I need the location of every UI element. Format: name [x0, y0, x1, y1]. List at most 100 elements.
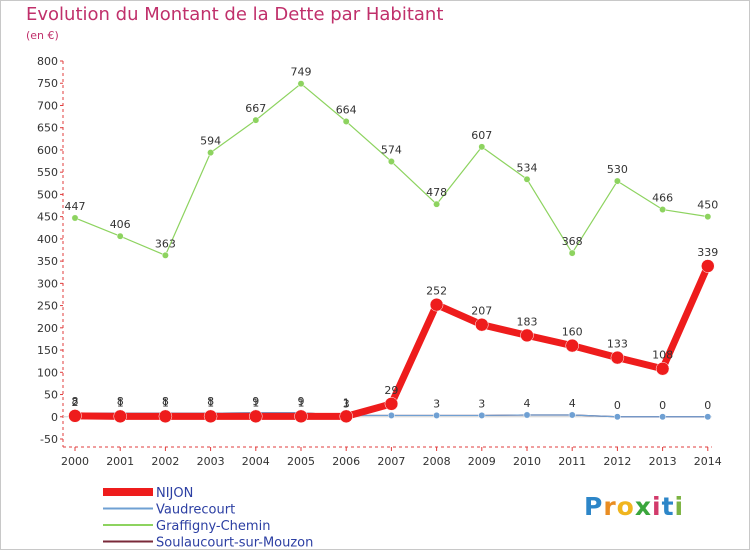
data-point [384, 397, 399, 411]
data-point [158, 409, 173, 424]
data-point [342, 118, 350, 125]
data-point [429, 297, 444, 312]
logo-letter: r [603, 492, 617, 521]
y-tick-label: 100 [37, 366, 58, 379]
y-tick-label: 750 [37, 77, 58, 90]
logo-letter: i [674, 492, 685, 521]
legend-label: Soulaucourt-sur-Mouzon [156, 536, 313, 550]
x-tick-label: 2010 [513, 455, 541, 468]
logo-letter: i [652, 492, 662, 521]
data-label: 530 [607, 163, 628, 176]
data-label: 363 [155, 237, 176, 250]
x-tick-label: 2014 [694, 455, 722, 468]
data-label: 667 [245, 102, 266, 115]
data-label: 1 [252, 396, 259, 409]
data-point [704, 413, 712, 421]
y-tick-label: 550 [37, 166, 58, 179]
data-point [655, 361, 670, 376]
legend-label: NIJON [156, 486, 193, 501]
data-point [71, 214, 79, 222]
data-label: 133 [607, 338, 628, 351]
data-label: 1 [162, 396, 169, 409]
data-label: 3 [343, 397, 350, 410]
data-point [568, 411, 576, 419]
x-tick-label: 2009 [468, 455, 496, 468]
data-label: 0 [704, 399, 711, 412]
data-label: 8 [72, 395, 79, 408]
y-tick-label: 800 [37, 55, 58, 68]
data-label: 1 [298, 396, 305, 409]
x-tick-label: 2001 [106, 455, 134, 468]
data-point [475, 317, 489, 332]
x-tick-label: 2003 [197, 455, 225, 468]
x-tick-label: 2000 [61, 455, 89, 468]
y-tick-label: 450 [37, 211, 58, 224]
data-point [613, 177, 621, 185]
data-point [387, 158, 395, 165]
x-tick-label: 2013 [649, 455, 677, 468]
data-point [568, 249, 576, 257]
data-point [113, 409, 127, 424]
data-point [659, 206, 667, 213]
data-label: 0 [659, 399, 666, 412]
x-tick-label: 2006 [332, 455, 360, 468]
y-tick-label: 150 [37, 344, 58, 357]
y-tick-label: 250 [37, 300, 58, 313]
y-tick-label: 600 [37, 144, 58, 157]
data-point [613, 413, 621, 421]
logo-letter: P [584, 492, 604, 521]
data-point [520, 328, 534, 343]
data-label: 8 [162, 395, 169, 408]
y-tick-label: 300 [37, 277, 58, 290]
data-point [523, 175, 531, 183]
data-point [249, 409, 263, 424]
data-label: 368 [562, 235, 583, 248]
data-label: 339 [697, 246, 718, 259]
x-tick-label: 2011 [558, 455, 586, 468]
data-point [203, 409, 218, 424]
data-label: 8 [207, 395, 214, 408]
data-label: 406 [110, 218, 131, 231]
data-label: 749 [291, 66, 312, 79]
x-tick-label: 2002 [151, 455, 179, 468]
proxiti-logo: Proxiti [584, 492, 684, 521]
y-tick-label: 700 [37, 99, 58, 112]
data-label: 160 [562, 326, 583, 339]
y-tick-label: 0 [51, 411, 58, 424]
data-label: 9 [298, 395, 305, 408]
data-label: 1 [343, 396, 350, 409]
data-point [207, 149, 215, 157]
data-label: 183 [517, 315, 538, 328]
data-label: 108 [652, 349, 673, 362]
data-label: 0 [614, 399, 621, 412]
data-label: 1 [117, 396, 124, 409]
logo-letter: t [661, 492, 675, 521]
data-label: 252 [426, 285, 447, 298]
chart-subtitle: (en €) [26, 29, 59, 42]
data-label: 4 [569, 397, 576, 410]
data-label: 450 [697, 199, 718, 212]
data-label: 594 [200, 135, 221, 148]
data-label: 3 [433, 397, 440, 410]
chart-title: Evolution du Montant de la Dette par Hab… [26, 4, 444, 25]
data-label: 466 [652, 192, 673, 205]
y-tick-label: 400 [37, 233, 58, 246]
data-point [478, 411, 486, 419]
data-point [433, 411, 441, 419]
data-label: 447 [65, 200, 86, 213]
data-point [659, 413, 667, 421]
x-tick-label: 2005 [287, 455, 315, 468]
y-tick-label: 650 [37, 122, 58, 135]
data-point [610, 350, 625, 365]
data-point [252, 116, 260, 124]
x-tick-label: 2012 [603, 455, 631, 468]
y-tick-label: 50 [44, 389, 58, 402]
y-tick-label: -50 [40, 433, 58, 446]
data-point [116, 232, 124, 240]
data-label: 9 [252, 395, 259, 408]
legend-label: Vaudrecourt [156, 503, 235, 518]
y-tick-label: 200 [37, 322, 58, 335]
data-label: 574 [381, 144, 402, 157]
data-label: 1 [207, 396, 214, 409]
